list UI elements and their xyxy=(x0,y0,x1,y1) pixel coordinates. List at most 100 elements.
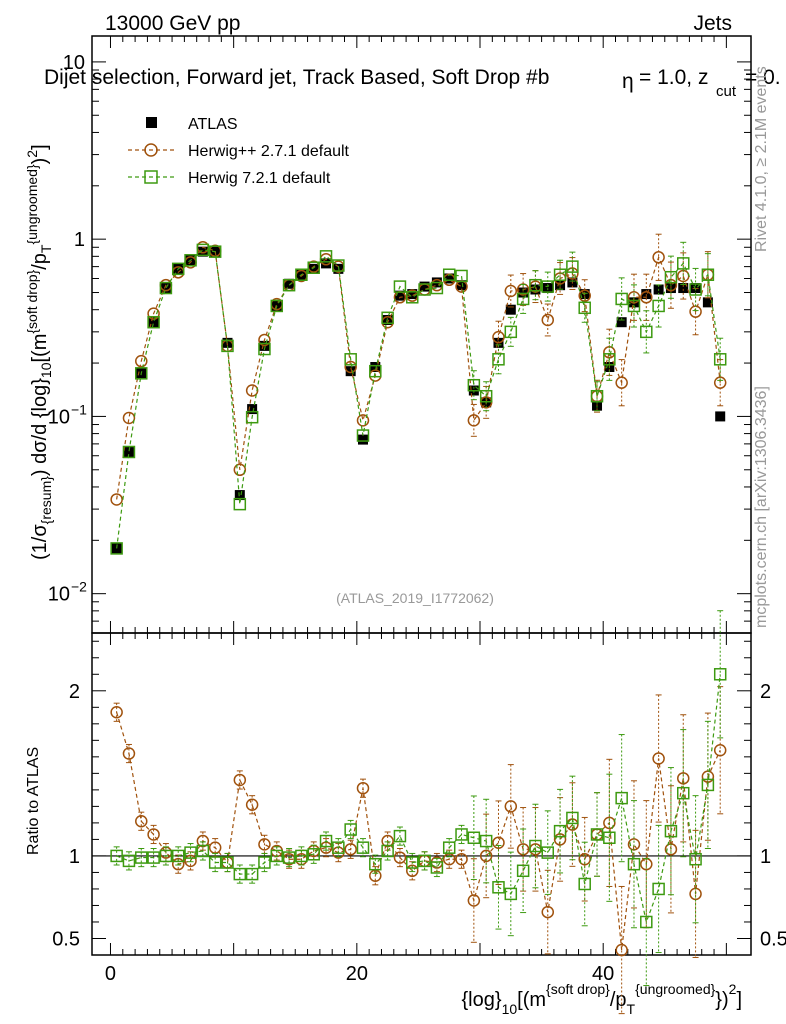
herwig7-ratio-point xyxy=(245,867,259,881)
herwig7-ratio-point xyxy=(553,824,567,838)
herwig7-errorbar xyxy=(594,381,601,412)
herwigpp-ratio-point xyxy=(677,772,690,785)
herwig7-ratio-point xyxy=(615,791,628,805)
herwigpp-point xyxy=(492,330,505,344)
plot-title-beta: η xyxy=(622,70,634,93)
atlas-point xyxy=(357,434,368,445)
herwig7-ratio-point xyxy=(664,824,678,838)
herwigpp-ratio-errorbar xyxy=(236,770,243,790)
plot-title: Dijet selection, Forward jet, Track Base… xyxy=(44,66,549,89)
atlas-point xyxy=(419,281,430,292)
herwig7-ratio-point xyxy=(233,867,247,881)
herwig7-ratio-point xyxy=(159,849,173,863)
herwigpp-ratio-point xyxy=(245,798,259,811)
herwigpp-point xyxy=(640,291,653,304)
atlas-point xyxy=(160,283,171,294)
herwig7-ratio-errorbar xyxy=(224,852,231,873)
herwig7-ratio-errorbar xyxy=(249,864,256,884)
herwig7-ratio-errorbar xyxy=(520,828,527,914)
herwig7-point xyxy=(504,325,518,339)
herwig7-point xyxy=(492,353,505,366)
herwigpp-point xyxy=(233,463,247,477)
herwig7-ratio-point xyxy=(430,861,444,874)
atlas-point xyxy=(247,404,258,415)
herwig7-ratio-point xyxy=(344,823,357,836)
herwig7-errorbar xyxy=(557,259,564,290)
atlas-point xyxy=(690,283,701,294)
herwig7-point xyxy=(627,299,641,313)
herwig7-ratio-point xyxy=(258,856,271,869)
y-tick-label-ratio: 2 xyxy=(69,681,80,703)
atlas-point xyxy=(308,263,319,274)
herwig7-ratio-point xyxy=(184,846,197,859)
herwig7-point xyxy=(171,262,185,276)
legend-atlas-marker xyxy=(146,117,157,128)
herwigpp-errorbar xyxy=(630,273,637,321)
herwigpp-ratio-point xyxy=(504,800,518,813)
herwig7-point xyxy=(640,325,653,339)
herwig7-errorbar xyxy=(532,270,539,301)
x-axis-label: {log}10[(m{soft drop}/pT{ungroomed}})2] xyxy=(462,981,743,1017)
herwigpp-point xyxy=(664,278,678,292)
herwigpp-errorbar xyxy=(544,303,551,337)
herwig7-point xyxy=(467,378,481,392)
herwigpp-point xyxy=(467,414,481,427)
herwig7-ratio-errorbar xyxy=(409,852,416,873)
herwig7-point xyxy=(258,342,271,356)
legend-herwigpp-label: Herwig++ 2.7.1 default xyxy=(188,143,350,160)
herwig7-point xyxy=(541,280,555,293)
herwig7-ratio-errorbar xyxy=(618,734,625,863)
herwig7-ratio-point xyxy=(578,877,591,891)
herwig7-ratio-errorbar xyxy=(680,729,687,858)
herwig7-point xyxy=(208,245,222,258)
herwigpp-point xyxy=(344,360,357,374)
herwig7-ratio-point xyxy=(418,854,431,868)
herwig7-ratio-point xyxy=(590,828,604,841)
herwig7-ratio-errorbar xyxy=(125,851,132,871)
ratio-ylabel: Ratio to ATLAS xyxy=(25,747,42,855)
herwig7-ratio-line xyxy=(116,674,721,925)
herwig7-point xyxy=(135,367,148,380)
herwigpp-errorbar xyxy=(618,359,625,407)
herwig7-ratio-point xyxy=(369,857,382,871)
herwigpp-ratio-errorbar xyxy=(495,800,502,885)
herwig7-point xyxy=(529,278,542,292)
herwig7-ratio-errorbar xyxy=(643,857,650,987)
herwig7-ratio-point xyxy=(196,844,210,858)
herwig7-point xyxy=(221,339,234,353)
herwig7-ratio-errorbar xyxy=(594,792,601,877)
herwig7-ratio-point xyxy=(282,851,296,864)
herwigpp-ratio-point xyxy=(652,752,665,765)
herwig7-point xyxy=(615,292,628,306)
herwig7-ratio-point xyxy=(356,841,370,854)
atlas-point xyxy=(197,246,208,257)
herwig7-point xyxy=(677,257,690,270)
ratio-panel-frame xyxy=(91,632,752,956)
herwig7-ratio-point xyxy=(627,857,641,871)
atlas-point xyxy=(542,283,553,294)
herwigpp-point xyxy=(135,354,148,368)
herwigpp-ratio-point xyxy=(603,816,616,830)
herwig7-errorbar xyxy=(692,267,699,312)
atlas-point xyxy=(678,283,689,294)
atlas-point xyxy=(321,258,332,269)
herwigpp-ratio-point xyxy=(713,743,727,757)
herwig7-ratio-errorbar xyxy=(187,843,194,863)
herwig7-ratio-errorbar xyxy=(569,775,576,861)
herwigpp-errorbar xyxy=(470,403,477,437)
herwig7-point xyxy=(652,299,665,313)
x-tick-label: 0 xyxy=(105,963,116,985)
atlas-point xyxy=(715,411,726,422)
herwig7-ratio-point xyxy=(319,834,333,848)
herwig7-point xyxy=(282,278,296,292)
herwig7-ratio-errorbar xyxy=(630,800,637,929)
herwig7-errorbar xyxy=(483,381,490,412)
atlas-point xyxy=(456,280,467,291)
herwig7-ratio-point xyxy=(492,881,505,894)
herwig7-point xyxy=(381,311,394,325)
herwig7-point xyxy=(270,299,284,313)
herwig7-point xyxy=(159,281,173,295)
atlas-point xyxy=(702,297,713,308)
x-tick-label: 40 xyxy=(592,963,614,985)
